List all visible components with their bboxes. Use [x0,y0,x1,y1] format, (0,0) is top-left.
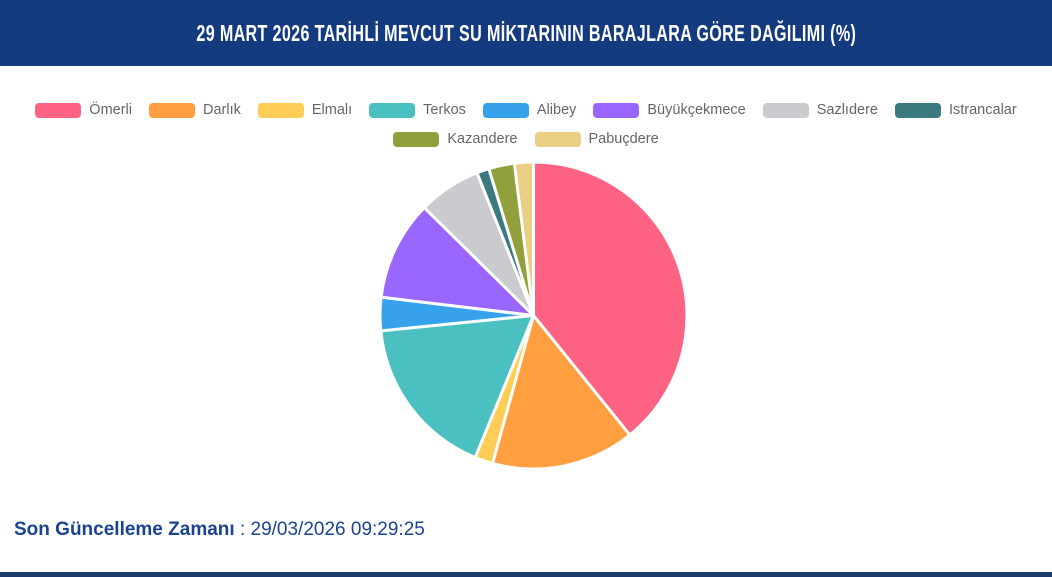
pie-slice-terkos[interactable] [382,315,534,457]
legend-label: Istrancalar [948,102,1017,118]
pie-chart-area [0,160,1052,482]
pie-slice-separator [382,314,534,333]
legend-item-terkos[interactable]: Terkos [369,102,466,119]
chart-legend: Ömerli Darlık Elmalı Terkos Alibey Büyükçekme… [12,102,1040,148]
legend-swatch-icon [257,103,304,118]
legend-item-kazandere[interactable]: Kazandere [393,131,518,148]
legend-item-buyukcekmece[interactable]: Büyükçekmece [593,102,746,119]
last-update-line: Son Güncelleme Zamanı : 29/03/2026 09:29… [14,518,425,542]
legend-item-pabucdere[interactable]: Pabuçdere [534,131,659,148]
legend-label: Elmalı [311,102,353,118]
pie-slice-buyukcekmece[interactable] [382,208,534,316]
legend-swatch-icon [35,103,82,118]
legend-label: Büyükçekmece [647,102,746,118]
legend-swatch-icon [149,103,195,118]
legend-label: Darlık [203,102,241,118]
pie-slice-darlik[interactable] [492,315,629,468]
pie-slice-separator [382,295,534,317]
legend-swatch-icon [393,132,440,147]
legend-item-alibey[interactable]: Alibey [482,102,577,119]
legend-item-sazlidere[interactable]: Sazlıdere [762,102,878,119]
pie-slice-separator [474,314,535,457]
pie-slice-separator [512,164,535,316]
last-update-separator: : [234,519,251,540]
legend-swatch-icon [482,103,529,118]
legend-swatch-icon [369,103,416,118]
pie-slice-alibey[interactable] [381,297,534,331]
pie-slice-omerli[interactable] [533,163,686,434]
page-title: 29 MART 2026 TARİHLİ MEVCUT SU MİKTARINI… [196,19,856,46]
last-update-label: Son Güncelleme Zamanı [14,519,235,540]
pie-slice-separator [424,207,535,317]
pie-chart [381,163,686,468]
legend-item-omerli[interactable]: Ömerli [35,102,132,119]
legend-item-darlik[interactable]: Darlık [149,102,241,119]
pie-slice-separator [532,314,631,435]
legend-item-elmali[interactable]: Elmalı [257,102,353,119]
legend-item-istrancalar[interactable]: Istrancalar [894,102,1017,119]
pie-slice-separator [491,315,535,463]
legend-label: Ömerli [89,102,132,118]
legend-label: Alibey [536,102,577,118]
legend-swatch-icon [762,103,809,118]
legend-swatch-icon [894,103,941,118]
legend-label: Kazandere [447,131,518,147]
legend-swatch-icon [593,103,640,118]
pie-slice-separator [487,169,535,316]
pie-slice-separator [476,173,535,317]
last-update-value: 29/03/2026 09:29:25 [250,519,425,540]
legend-swatch-icon [534,132,581,147]
pie-slice-sazlidere[interactable] [425,174,534,316]
legend-label: Sazlıdere [816,102,878,118]
header-bar: 29 MART 2026 TARİHLİ MEVCUT SU MİKTARINI… [0,0,1052,66]
legend-label: Pabuçdere [588,131,659,147]
footer-bar [0,572,1052,577]
legend-label: Terkos [423,102,466,118]
